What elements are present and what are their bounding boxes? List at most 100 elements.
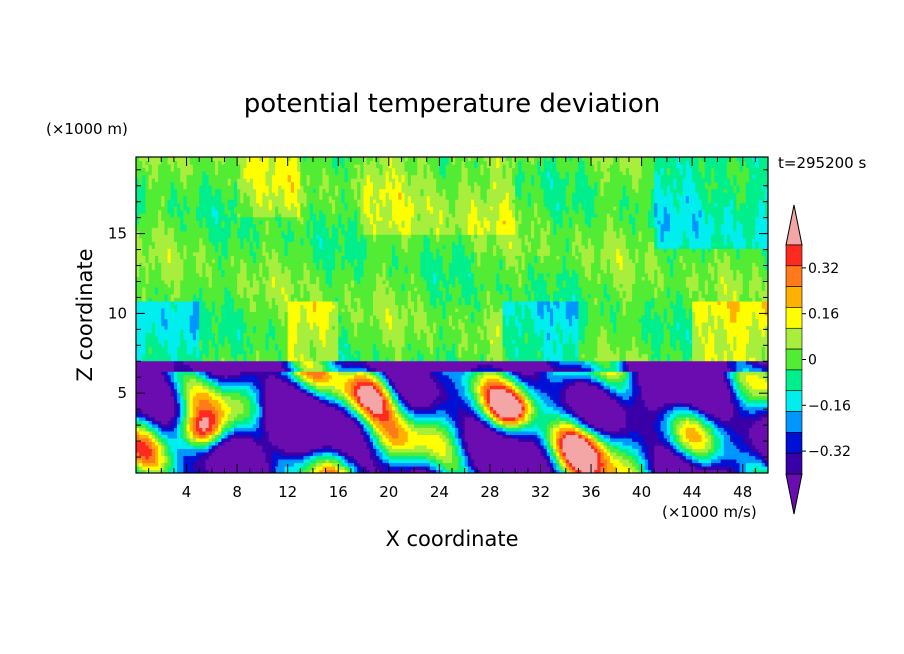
field-cell <box>136 234 140 239</box>
field-cell <box>154 371 159 376</box>
field-cell <box>142 381 147 386</box>
field-cell <box>148 399 153 404</box>
field-cell <box>151 332 156 337</box>
field-cell <box>167 192 172 197</box>
field-cell <box>136 276 140 281</box>
field-cell <box>151 171 156 176</box>
field-cell <box>161 437 166 442</box>
field-cell <box>196 290 200 295</box>
field-cell <box>199 290 203 295</box>
field-cell <box>142 234 147 239</box>
field-cell <box>196 441 200 446</box>
field-cell <box>145 371 150 376</box>
field-cell <box>164 192 169 197</box>
field-cell <box>167 346 172 351</box>
field-cell <box>180 392 184 397</box>
field-cell <box>196 378 200 383</box>
field-cell <box>202 409 207 414</box>
field-cell <box>192 293 197 299</box>
field-cell <box>142 448 147 453</box>
field-cell <box>170 244 175 249</box>
field-cell <box>161 374 166 379</box>
field-cell <box>196 427 200 432</box>
field-cell <box>145 364 150 369</box>
field-cell <box>139 336 143 341</box>
field-cell <box>158 244 162 249</box>
field-cell <box>154 171 159 176</box>
field-cell <box>170 216 175 221</box>
field-cell <box>177 188 181 193</box>
field-cell <box>161 178 166 183</box>
field-cell <box>139 465 143 471</box>
field-cell <box>199 199 203 204</box>
field-cell <box>142 371 147 376</box>
field-cell <box>199 458 203 464</box>
field-cell <box>177 265 181 270</box>
field-cell <box>180 353 184 358</box>
field-cell <box>167 350 172 355</box>
field-cell <box>183 269 188 274</box>
field-cell <box>170 286 175 292</box>
field-cell <box>183 255 188 260</box>
field-cell <box>170 332 175 337</box>
field-cell <box>164 206 169 211</box>
field-cell <box>167 444 172 450</box>
field-cell <box>192 315 197 320</box>
field-cell <box>180 378 184 383</box>
field-cell <box>167 378 172 383</box>
field-cell <box>183 357 188 362</box>
field-cell <box>142 192 147 197</box>
field-cell <box>180 455 184 460</box>
field-cell <box>158 364 162 369</box>
field-cell <box>158 409 162 414</box>
field-cell <box>148 353 153 358</box>
field-cell <box>145 304 150 309</box>
field-cell <box>167 332 172 337</box>
field-cell <box>142 399 147 404</box>
field-cell <box>196 171 200 176</box>
field-cell <box>167 430 172 435</box>
field-cell <box>145 181 150 186</box>
field-cell <box>139 272 143 277</box>
field-cell <box>170 409 175 414</box>
field-cell <box>199 195 203 200</box>
field-cell <box>148 381 153 386</box>
field-cell <box>196 195 200 200</box>
field-cell <box>202 395 207 400</box>
field-cell <box>148 206 153 211</box>
field-cell <box>189 437 194 442</box>
field-cell <box>136 304 140 309</box>
field-cell <box>148 343 153 348</box>
field-cell <box>154 276 159 281</box>
field-cell <box>164 406 169 411</box>
field-cell <box>199 420 203 425</box>
field-cell <box>180 441 184 446</box>
field-cell <box>151 374 156 379</box>
field-cell <box>202 318 207 323</box>
field-cell <box>161 213 166 218</box>
field-cell <box>136 248 140 253</box>
field-cell <box>170 290 175 295</box>
field-cell <box>158 402 162 407</box>
field-cell <box>139 371 143 376</box>
field-cell <box>189 279 194 284</box>
field-cell <box>170 241 175 246</box>
field-cell <box>189 293 194 299</box>
field-cell <box>145 374 150 379</box>
field-cell <box>170 262 175 267</box>
field-cell <box>173 360 178 365</box>
field-cell <box>148 462 153 467</box>
field-cell <box>139 297 143 302</box>
field-cell <box>186 465 191 471</box>
field-cell <box>139 367 143 372</box>
field-cell <box>192 430 197 435</box>
field-cell <box>173 258 178 263</box>
field-cell <box>139 167 143 172</box>
field-cell <box>183 216 188 221</box>
field-cell <box>199 185 203 190</box>
field-cell <box>136 413 140 418</box>
field-cell <box>136 392 140 397</box>
field-cell <box>202 297 207 302</box>
field-cell <box>167 385 172 390</box>
field-cell <box>154 157 159 162</box>
